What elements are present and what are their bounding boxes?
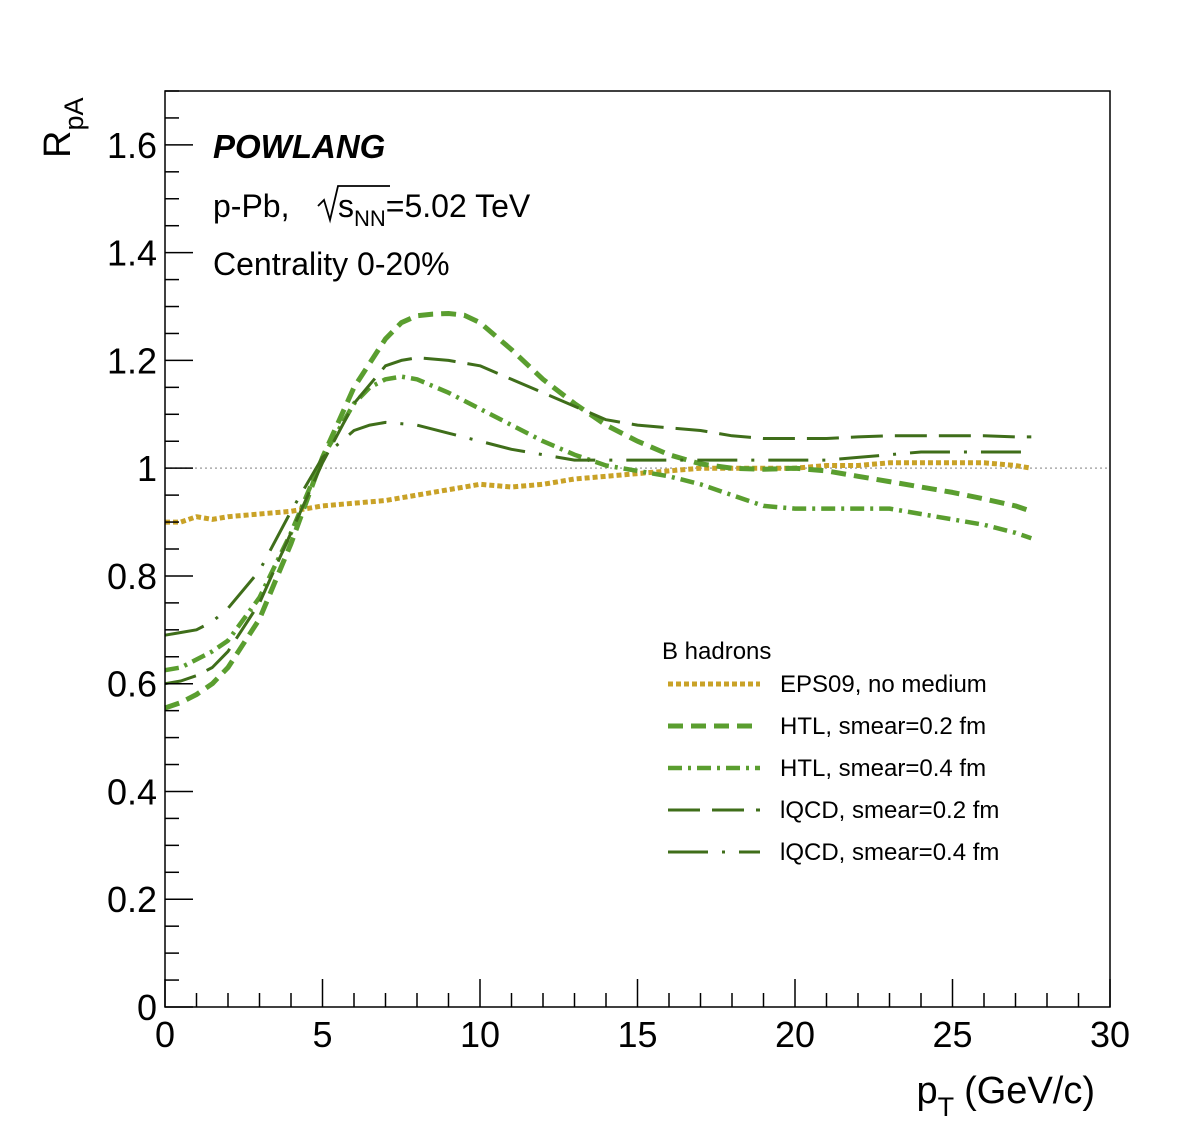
annotation-energy: sNN=5.02 TeV — [338, 188, 531, 231]
annotation-energy-value: =5.02 TeV — [386, 188, 531, 224]
y-tick-label: 0.2 — [107, 879, 157, 920]
annotation-system-prefix: p-Pb, — [213, 188, 289, 224]
x-tick-label: 15 — [617, 1014, 657, 1055]
legend-label-htl-smear-0-4-fm: HTL, smear=0.4 fm — [780, 755, 986, 782]
annotation-energy-sub: NN — [354, 206, 386, 231]
series-line-eps09-no-medium — [165, 460, 1032, 525]
y-axis-label-sub: pA — [59, 98, 89, 131]
x-tick-label: 10 — [460, 1014, 500, 1055]
x-tick-label: 5 — [312, 1014, 332, 1055]
series-layer — [164, 311, 1033, 711]
x-axis-label-main: p — [916, 1070, 937, 1112]
annotation-system: p-Pb, — [213, 188, 289, 224]
series-line-htl-smear-0-2-fm — [164, 311, 1033, 711]
y-tick-label: 0 — [137, 987, 157, 1028]
x-tick-label: 0 — [155, 1014, 175, 1055]
series-line-lqcd-smear-0-4-fm — [164, 420, 1032, 637]
x-axis-label-sub: T — [938, 1092, 955, 1122]
legend-label-lqcd-smear-0-4-fm: lQCD, smear=0.4 fm — [780, 839, 999, 866]
y-tick-label: 0.4 — [107, 771, 157, 812]
y-tick-label: 1.6 — [107, 125, 157, 166]
y-tick-label: 1.4 — [107, 233, 157, 274]
x-axis-label-unit: (GeV/c) — [964, 1070, 1095, 1112]
y-tick-label: 0.6 — [107, 664, 157, 705]
legend-title: B hadrons — [662, 638, 771, 665]
legend-label-eps09-no-medium: EPS09, no medium — [780, 671, 987, 698]
legend-label-htl-smear-0-2-fm: HTL, smear=0.2 fm — [780, 713, 986, 740]
sqrt-sign — [317, 185, 390, 224]
annotation-energy-s: s — [338, 188, 354, 224]
y-tick-label: 1.2 — [107, 340, 157, 381]
y-ticks: 0 0.2 0.4 0.6 0.8 1 1.2 1.4 1.6 — [107, 90, 193, 1028]
plot-frame — [164, 90, 1111, 1008]
legend-label-lqcd-smear-0-2-fm: lQCD, smear=0.2 fm — [780, 797, 999, 824]
y-tick-label: 1 — [137, 448, 157, 489]
y-axis-label: RpA — [37, 98, 89, 158]
y-tick-label: 0.8 — [107, 556, 157, 597]
x-axis-label: pT (GeV/c) — [916, 1070, 1095, 1122]
annotation-centrality: Centrality 0-20% — [213, 246, 450, 282]
x-tick-label: 20 — [775, 1014, 815, 1055]
y-axis-label-main: R — [37, 131, 79, 158]
series-line-lqcd-smear-0-2-fm — [164, 356, 1032, 686]
x-ticks: 0 5 10 15 20 25 30 — [155, 979, 1130, 1055]
annotation-model: POWLANG — [213, 128, 385, 165]
x-tick-label: 30 — [1090, 1014, 1130, 1055]
legend: B hadrons EPS09, no medium HTL, smear=0.2… — [662, 638, 999, 866]
x-tick-label: 25 — [932, 1014, 972, 1055]
